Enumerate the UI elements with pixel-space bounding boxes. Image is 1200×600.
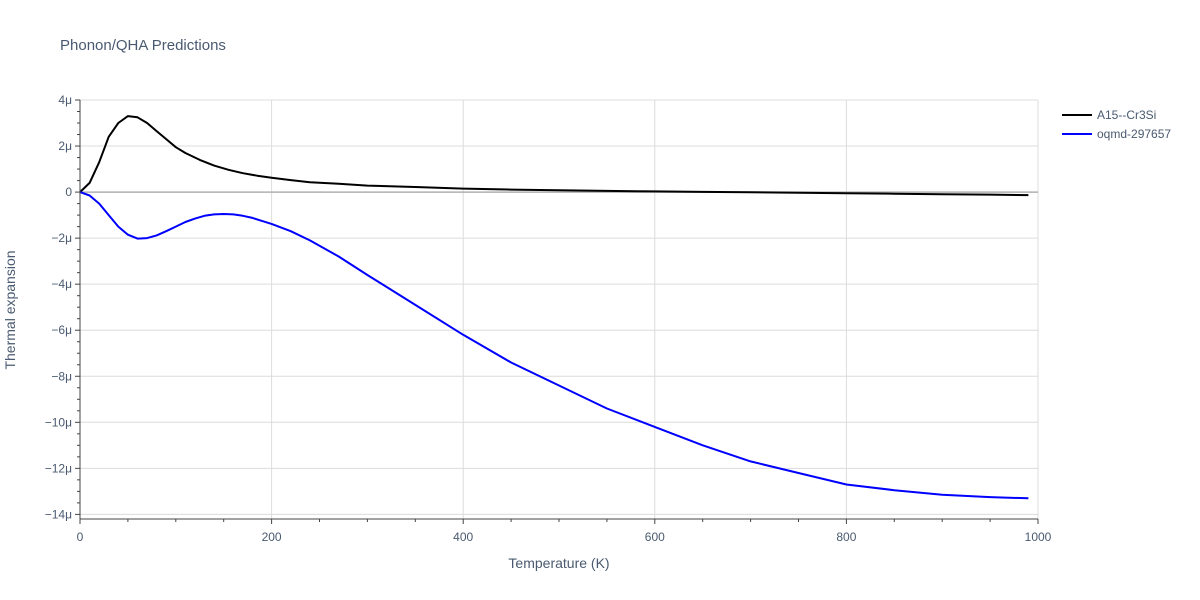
legend: A15--Cr3Si oqmd-297657 (1062, 108, 1171, 141)
y-tick-label: −6μ (51, 323, 72, 337)
y-tick-label: −12μ (45, 461, 72, 475)
legend-label: oqmd-297657 (1097, 127, 1171, 141)
y-tick-label: −4μ (51, 277, 72, 291)
y-tick-label: 2μ (58, 139, 72, 153)
x-tick-labels: 0 200 400 600 800 1000 (77, 530, 1052, 544)
axes (75, 99, 1039, 524)
y-tick-labels: 4μ 2μ 0 −2μ −4μ −6μ −8μ −10μ −12μ −14μ (45, 93, 73, 521)
series-line-oqmd-297657 (79, 191, 1029, 500)
y-tick-label: 4μ (58, 93, 72, 107)
y-tick-label: −8μ (51, 369, 72, 383)
x-axis-title: Temperature (K) (508, 555, 609, 571)
x-tick-label: 800 (836, 530, 856, 544)
chart-title: Phonon/QHA Predictions (60, 37, 226, 54)
y-tick-label: −14μ (45, 507, 72, 521)
y-tick-label: −10μ (45, 415, 72, 429)
grid (80, 99, 1039, 519)
y-axis-title: Thermal expansion (2, 250, 18, 369)
x-tick-label: 600 (645, 530, 665, 544)
y-tick-label: 0 (65, 185, 72, 199)
x-tick-label: 0 (77, 530, 84, 544)
x-tick-label: 200 (262, 530, 282, 544)
y-tick-label: −2μ (51, 231, 72, 245)
legend-label: A15--Cr3Si (1097, 108, 1156, 122)
x-tick-label: 400 (453, 530, 473, 544)
x-tick-label: 1000 (1025, 530, 1052, 544)
series-line-A15--Cr3Si (79, 115, 1029, 197)
series-group (79, 115, 1029, 500)
